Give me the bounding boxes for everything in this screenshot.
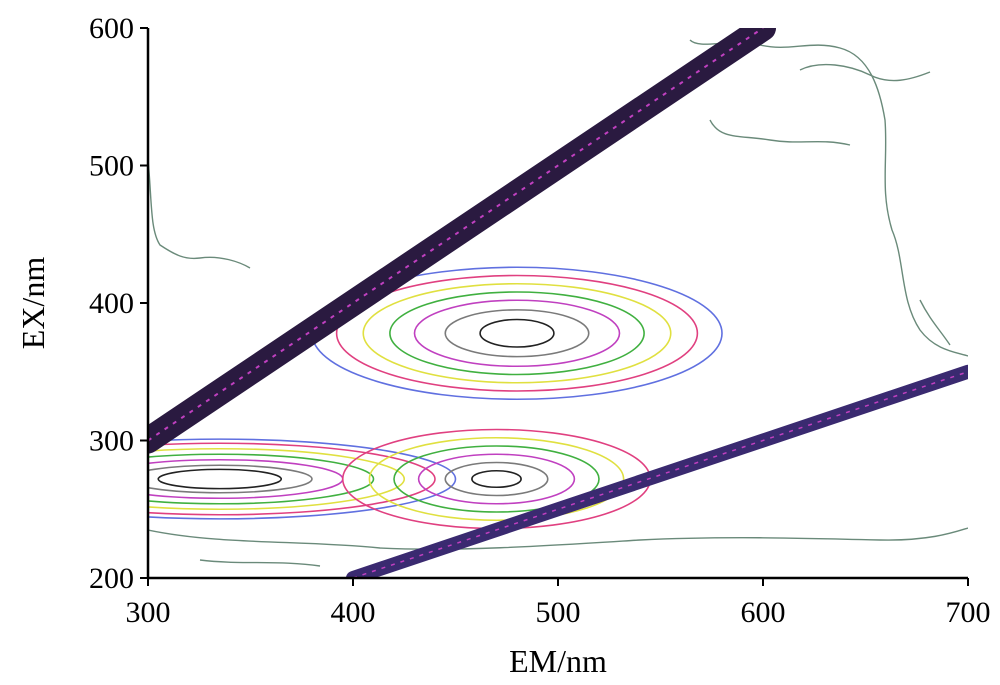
x-tick-label: 400 (331, 596, 376, 629)
contour-ring (444, 309, 590, 358)
x-tick-label: 300 (126, 596, 171, 629)
y-tick-label: 500 (89, 150, 134, 183)
contour-ring (148, 447, 405, 511)
contour-ring (148, 453, 375, 505)
background-contour (199, 559, 321, 567)
x-tick-label: 500 (536, 596, 581, 629)
contour-ring (368, 436, 625, 522)
y-tick-label: 400 (89, 287, 134, 320)
background-contour (148, 159, 251, 269)
contour-ring (471, 469, 522, 489)
contour-ring (393, 445, 600, 513)
peak-1 (148, 438, 457, 520)
background-contour (689, 39, 968, 357)
contour-ring (479, 318, 555, 348)
contour-ring (417, 453, 576, 505)
background-contour (919, 299, 951, 346)
background-contour (799, 63, 931, 82)
x-tick-label: 700 (946, 596, 991, 629)
background-contour (148, 527, 968, 550)
x-tick-label: 600 (741, 596, 786, 629)
contour-ring (148, 464, 313, 494)
contour-ring (335, 274, 699, 392)
contour-ring (413, 299, 621, 368)
rayleigh_first_order-band-highlight (148, 28, 764, 442)
background-contour (709, 119, 851, 146)
y-tick-label: 200 (89, 562, 134, 595)
contour-ring (341, 428, 652, 530)
peak-2 (311, 266, 723, 401)
rayleigh_second_order-band-highlight (352, 371, 968, 578)
contour-ring (148, 438, 457, 520)
contour-ring (389, 291, 645, 376)
x-axis-title: EM/nm (509, 643, 607, 679)
contour-ring (362, 282, 672, 384)
contour-ring (444, 461, 549, 497)
y-tick-label: 300 (89, 425, 134, 458)
peak-3 (341, 428, 652, 530)
contour-ring (148, 442, 436, 516)
y-tick-label: 600 (89, 12, 134, 45)
contour-ring (157, 468, 283, 490)
plot-area (148, 28, 968, 578)
y-axis-title: EX/nm (15, 257, 51, 350)
